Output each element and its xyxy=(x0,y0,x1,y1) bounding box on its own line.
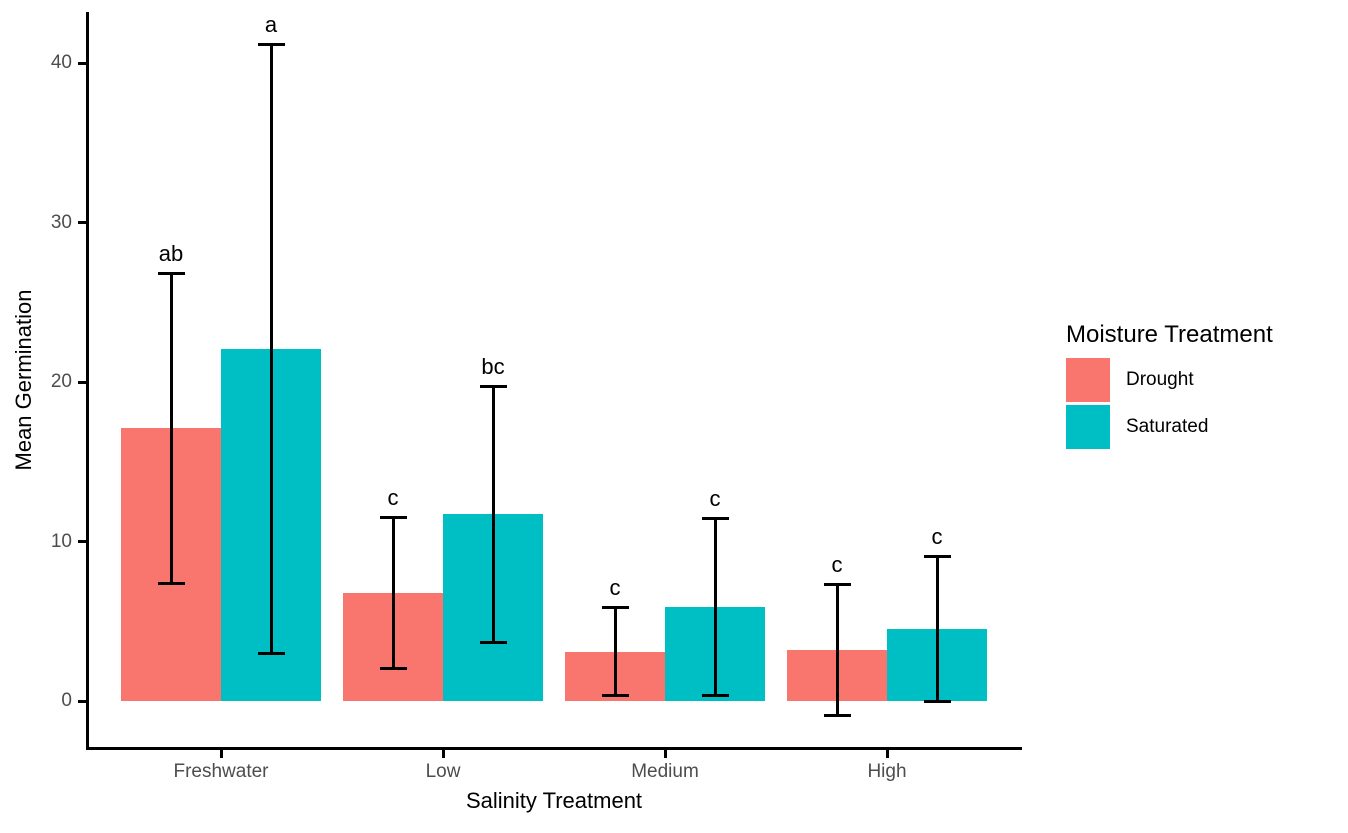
x-tick-label: Low xyxy=(425,761,461,782)
legend-label: Saturated xyxy=(1126,416,1209,437)
error-cap-bottom-freshwater-drought xyxy=(157,581,185,585)
y-tick-mark xyxy=(78,540,86,543)
y-tick-label: 20 xyxy=(50,371,72,392)
error-bar-freshwater-drought xyxy=(169,273,173,583)
x-tick-label: Freshwater xyxy=(173,761,269,782)
sig-letter-freshwater-drought: ab xyxy=(158,240,184,266)
error-cap-top-medium-drought xyxy=(601,606,629,610)
error-cap-top-low-saturated xyxy=(479,384,507,388)
error-cap-top-low-drought xyxy=(379,515,407,519)
y-tick-label: 30 xyxy=(50,211,72,233)
x-tick-mark xyxy=(441,750,445,758)
y-tick-label: 10 xyxy=(50,530,72,552)
error-cap-top-high-saturated xyxy=(923,555,951,559)
error-cap-top-freshwater-saturated xyxy=(257,43,285,47)
error-bar-high-saturated xyxy=(935,557,939,701)
error-cap-bottom-low-saturated xyxy=(479,640,507,644)
error-cap-bottom-high-saturated xyxy=(923,700,951,703)
error-cap-bottom-freshwater-saturated xyxy=(257,652,285,656)
x-tick-label: High xyxy=(867,761,907,782)
y-tick-mark xyxy=(78,221,86,224)
legend-swatch-saturated xyxy=(1066,405,1110,449)
y-tick-label: 0 xyxy=(61,690,72,711)
x-tick-mark xyxy=(219,750,223,758)
legend: Moisture Treatment Drought Saturated xyxy=(1066,321,1273,452)
sig-letter-freshwater-saturated: a xyxy=(264,12,278,38)
sig-letter-high-drought: c xyxy=(831,551,843,577)
error-cap-top-high-drought xyxy=(823,582,851,586)
error-bar-freshwater-saturated xyxy=(269,45,273,654)
error-cap-top-freshwater-drought xyxy=(157,271,185,275)
legend-swatch-drought xyxy=(1066,358,1110,402)
x-tick-mark xyxy=(663,750,667,758)
legend-items: Drought Saturated xyxy=(1066,358,1273,449)
error-cap-bottom-medium-drought xyxy=(601,693,629,697)
sig-letter-medium-drought: c xyxy=(609,575,621,601)
error-bar-medium-drought xyxy=(613,608,617,695)
x-axis-title: Salinity Treatment xyxy=(465,788,643,813)
error-bar-low-drought xyxy=(391,517,395,668)
y-axis-line xyxy=(86,12,89,750)
legend-item-drought: Drought xyxy=(1066,358,1273,402)
error-bar-high-drought xyxy=(835,584,839,716)
error-cap-top-medium-saturated xyxy=(701,517,729,521)
error-bar-low-saturated xyxy=(491,386,495,642)
sig-letter-low-saturated: bc xyxy=(481,353,505,379)
error-bar-medium-saturated xyxy=(713,519,717,695)
legend-title: Moisture Treatment xyxy=(1066,321,1273,348)
y-tick-label: 40 xyxy=(50,52,72,73)
y-tick-mark xyxy=(78,61,86,65)
error-cap-bottom-low-drought xyxy=(379,666,407,670)
x-axis-line xyxy=(86,747,1022,750)
y-tick-mark xyxy=(78,380,86,384)
error-cap-bottom-medium-saturated xyxy=(701,693,729,697)
sig-letter-medium-saturated: c xyxy=(709,486,721,512)
sig-letter-high-saturated: c xyxy=(931,524,943,550)
y-axis-title: Mean Germination xyxy=(11,289,36,471)
y-tick-mark xyxy=(78,699,86,703)
x-tick-label: Medium xyxy=(631,761,699,782)
x-tick-mark xyxy=(885,750,889,758)
sig-letter-low-drought: c xyxy=(387,484,399,510)
legend-label: Drought xyxy=(1126,369,1194,390)
error-cap-bottom-high-drought xyxy=(823,714,851,718)
legend-item-saturated: Saturated xyxy=(1066,405,1273,449)
